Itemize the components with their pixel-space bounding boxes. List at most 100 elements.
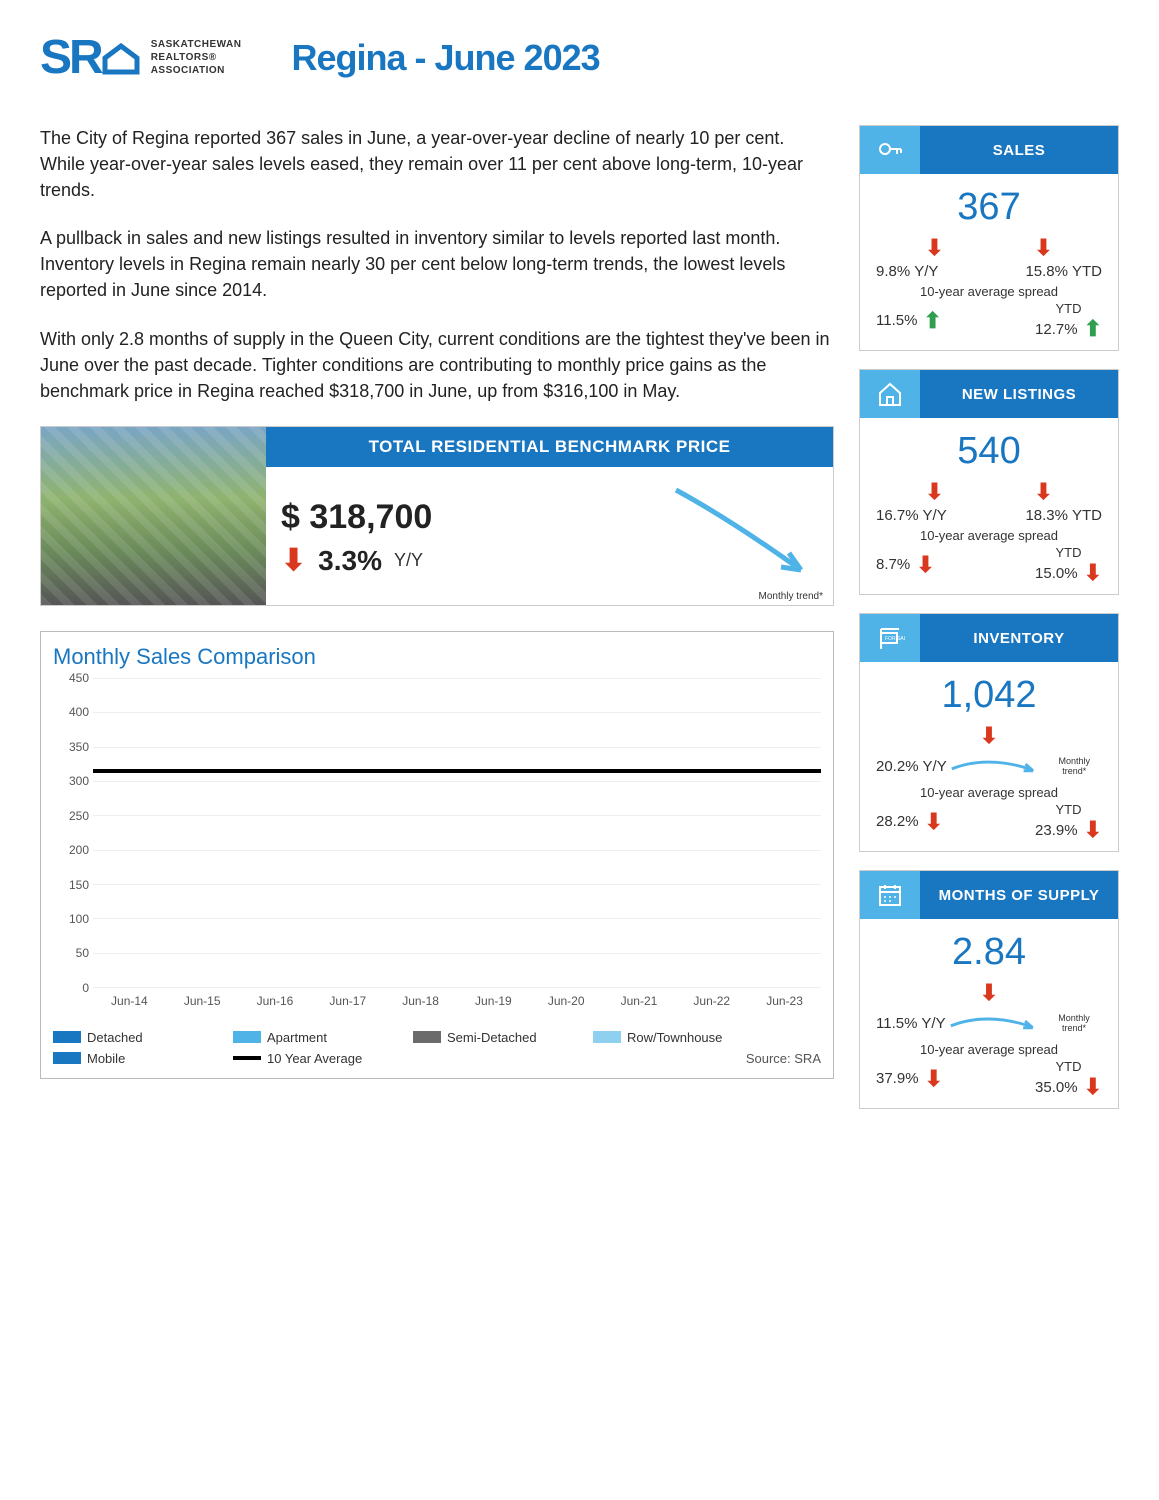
card-header: SALES <box>860 126 1118 174</box>
legend-swatch <box>53 1052 81 1064</box>
card-title: INVENTORY <box>920 614 1118 662</box>
yy-label: Y/Y <box>921 1015 945 1032</box>
yy-metric: 9.8% Y/Y <box>876 263 938 280</box>
house-icon <box>860 370 920 418</box>
chart-area: 050100150200250300350400450 Jun-14Jun-15… <box>53 678 821 1018</box>
trend-arrow-icon <box>671 475 831 595</box>
spread-yy-pct: 11.5% <box>876 312 917 329</box>
card-header: FOR SALE INVENTORY <box>860 614 1118 662</box>
trend-label: Monthly trend* <box>759 591 823 602</box>
down-arrow-icon: ⬇ <box>1084 562 1102 584</box>
down-arrow-icon: ⬇ <box>1034 237 1052 259</box>
spread-ytd: YTD 23.9% ⬇ <box>1035 802 1102 841</box>
stat-card-new-listings: NEW LISTINGS 540 ⬇ ⬇ 16.7% Y/Y 18.3% YTD… <box>859 369 1119 595</box>
y-tick: 50 <box>76 946 89 960</box>
benchmark-pct: 3.3% <box>318 545 382 577</box>
down-arrow-icon: ⬇ <box>1034 481 1052 503</box>
card-metrics: 20.2% Y/Y Monthly trend* <box>860 751 1118 785</box>
ytd-metric: 18.3% YTD <box>1025 507 1102 524</box>
benchmark-content: TOTAL RESIDENTIAL BENCHMARK PRICE $ 318,… <box>266 427 833 605</box>
y-tick: 250 <box>69 809 89 823</box>
benchmark-header: TOTAL RESIDENTIAL BENCHMARK PRICE <box>266 427 833 467</box>
card-arrows: ⬇ ⬇ <box>860 481 1118 507</box>
y-tick: 300 <box>69 774 89 788</box>
legend-swatch <box>233 1031 261 1043</box>
y-tick: 200 <box>69 843 89 857</box>
card-value: 367 <box>860 174 1118 237</box>
chart-source: Source: SRA <box>746 1051 821 1066</box>
spread-yy: 11.5% ⬆ <box>876 310 942 332</box>
y-tick: 450 <box>69 671 89 685</box>
legend-label: 10 Year Average <box>267 1051 362 1066</box>
x-axis-labels: Jun-14Jun-15Jun-16Jun-17Jun-18Jun-19Jun-… <box>93 988 821 1018</box>
bars <box>93 678 821 987</box>
body-text: The City of Regina reported 367 sales in… <box>40 125 834 404</box>
yy-metric: 20.2% Y/Y <box>876 751 947 781</box>
spread-row: 8.7% ⬇ YTD 15.0% ⬇ <box>860 545 1118 594</box>
legend-item: Semi-Detached <box>413 1030 563 1045</box>
logo-line-1: SASKATCHEWAN <box>151 38 242 51</box>
card-metrics: 9.8% Y/Y 15.8% YTD <box>860 263 1118 284</box>
legend-label: Apartment <box>267 1030 327 1045</box>
grid-line <box>93 815 821 816</box>
stat-cards-column: SALES 367 ⬇ ⬇ 9.8% Y/Y 15.8% YTD 10-year… <box>859 125 1119 1109</box>
benchmark-trend: Monthly trend* <box>663 467 833 606</box>
mini-trend-label: Monthly trend* <box>1046 756 1102 776</box>
y-tick: 0 <box>82 981 89 995</box>
stat-card-months-of-supply: MONTHS OF SUPPLY 2.84 ⬇ 11.5% Y/Y Monthl… <box>859 870 1119 1109</box>
stat-card-inventory: FOR SALE INVENTORY 1,042 ⬇ 20.2% Y/Y Mon… <box>859 613 1119 852</box>
calendar-icon <box>860 871 920 919</box>
yy-label: Y/Y <box>923 507 947 524</box>
down-arrow-icon: ⬇ <box>925 811 943 833</box>
monthly-sales-chart: Monthly Sales Comparison 050100150200250… <box>40 631 834 1079</box>
benchmark-yy-label: Y/Y <box>394 550 423 571</box>
yy-label: Y/Y <box>914 263 938 280</box>
mini-trend-icon <box>946 1008 1042 1038</box>
chart-legend: DetachedApartmentSemi-DetachedRow/Townho… <box>53 1030 821 1066</box>
grid-line <box>93 678 821 679</box>
benchmark-body: $ 318,700 ⬇ 3.3% Y/Y Monthly trend* <box>266 467 833 606</box>
y-tick: 350 <box>69 740 89 754</box>
y-tick: 400 <box>69 705 89 719</box>
svg-text:FOR SALE: FOR SALE <box>885 636 905 642</box>
content: The City of Regina reported 367 sales in… <box>40 125 1119 1109</box>
legend-swatch <box>593 1031 621 1043</box>
sra-logo: SR SASKATCHEWAN REALTORS® ASSOCIATION <box>40 30 242 85</box>
card-value: 1,042 <box>860 662 1118 725</box>
grid-line <box>93 953 821 954</box>
avg-line <box>93 769 821 773</box>
legend-swatch <box>413 1031 441 1043</box>
spread-yy-pct: 8.7% <box>876 556 910 573</box>
down-arrow-icon: ⬇ <box>980 725 998 747</box>
sign-icon: FOR SALE <box>860 614 920 662</box>
down-arrow-icon: ⬇ <box>980 982 998 1004</box>
spread-label: 10-year average spread <box>860 528 1118 545</box>
benchmark-photo <box>41 427 266 605</box>
logo-line-2: REALTORS® <box>151 51 242 64</box>
report-title: Regina - June 2023 <box>292 37 600 79</box>
spread-yy: 8.7% ⬇ <box>876 554 935 576</box>
spread-label: 10-year average spread <box>860 1042 1118 1059</box>
down-arrow-icon: ⬇ <box>916 554 934 576</box>
down-arrow-icon: ⬇ <box>925 481 943 503</box>
ytd-label: YTD <box>1072 507 1102 524</box>
plot-area <box>93 678 821 988</box>
legend-swatch <box>233 1056 261 1060</box>
x-label: Jun-22 <box>689 988 735 1018</box>
logo-text: SASKATCHEWAN REALTORS® ASSOCIATION <box>151 38 242 77</box>
report-header: SR SASKATCHEWAN REALTORS® ASSOCIATION Re… <box>40 30 1119 85</box>
down-arrow-icon: ⬇ <box>1084 1076 1102 1098</box>
spread-label: 10-year average spread <box>860 785 1118 802</box>
yy-metric: 11.5% Y/Y <box>876 1008 946 1038</box>
x-label: Jun-18 <box>398 988 444 1018</box>
benchmark-price-box: TOTAL RESIDENTIAL BENCHMARK PRICE $ 318,… <box>40 426 834 606</box>
mini-trend-icon <box>947 751 1043 781</box>
card-title: SALES <box>920 126 1118 174</box>
benchmark-value-box: $ 318,700 ⬇ 3.3% Y/Y <box>266 467 663 606</box>
spread-ytd-label: YTD <box>1056 1059 1082 1074</box>
grid-line <box>93 747 821 748</box>
x-label: Jun-15 <box>179 988 225 1018</box>
down-arrow-icon: ⬇ <box>925 1068 943 1090</box>
x-label: Jun-19 <box>470 988 516 1018</box>
down-arrow-icon: ⬇ <box>1084 819 1102 841</box>
